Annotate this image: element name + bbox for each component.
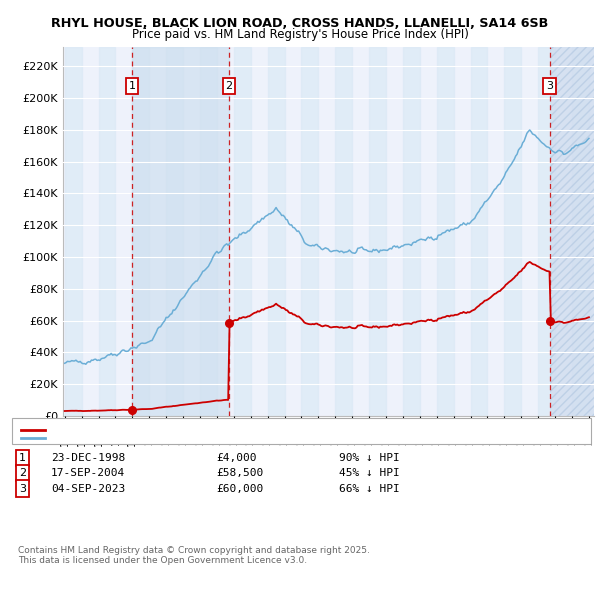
Bar [470,47,487,416]
Text: 1: 1 [19,453,26,463]
Text: RHYL HOUSE, BLACK LION ROAD, CROSS HANDS, LLANELLI, SA14 6SB: RHYL HOUSE, BLACK LION ROAD, CROSS HANDS… [52,17,548,30]
Text: RHYL HOUSE, BLACK LION ROAD, CROSS HANDS, LLANELLI, SA14 6SB (semi-detached hous: RHYL HOUSE, BLACK LION ROAD, CROSS HANDS… [48,425,515,434]
Text: 17-SEP-2004: 17-SEP-2004 [51,468,125,478]
Text: Contains HM Land Registry data © Crown copyright and database right 2025.
This d: Contains HM Land Registry data © Crown c… [18,546,370,565]
Text: HPI: Average price, semi-detached house, Carmarthenshire: HPI: Average price, semi-detached house,… [48,434,344,443]
Bar [538,47,555,416]
Text: £60,000: £60,000 [216,484,263,493]
Bar [65,47,82,416]
Text: 23-DEC-1998: 23-DEC-1998 [51,453,125,463]
Text: £4,000: £4,000 [216,453,257,463]
Text: 2: 2 [19,468,26,478]
Text: 04-SEP-2023: 04-SEP-2023 [51,484,125,493]
Text: 2: 2 [226,81,233,91]
Text: Price paid vs. HM Land Registry's House Price Index (HPI): Price paid vs. HM Land Registry's House … [131,28,469,41]
Bar [403,47,420,416]
Bar [572,47,589,416]
Text: 45% ↓ HPI: 45% ↓ HPI [339,468,400,478]
Bar [437,47,454,416]
Text: 3: 3 [546,81,553,91]
Bar [369,47,386,416]
Bar [200,47,217,416]
Text: 66% ↓ HPI: 66% ↓ HPI [339,484,400,493]
Text: 90% ↓ HPI: 90% ↓ HPI [339,453,400,463]
Bar [268,47,284,416]
Text: 1: 1 [128,81,136,91]
Bar [550,47,594,416]
Bar [505,47,521,416]
Bar [234,47,251,416]
Text: 3: 3 [19,484,26,493]
Bar [166,47,183,416]
Bar [133,47,149,416]
Bar [98,47,115,416]
Bar [335,47,352,416]
Bar [132,47,229,416]
Bar [301,47,319,416]
Text: £58,500: £58,500 [216,468,263,478]
